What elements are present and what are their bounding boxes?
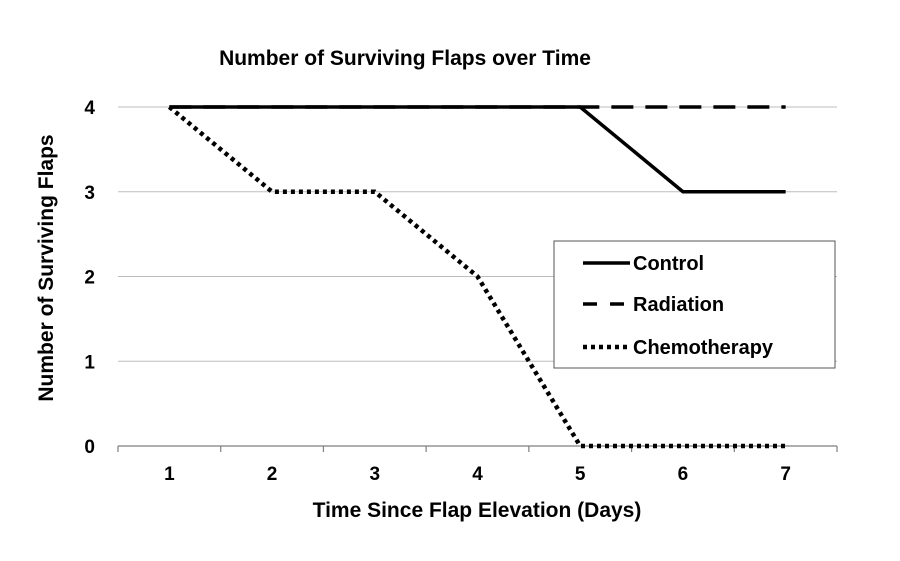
x-tick-label: 7 bbox=[780, 464, 791, 485]
x-tick-labels: 1 2 3 4 5 6 7 bbox=[164, 464, 791, 485]
y-tick-label: 0 bbox=[84, 437, 95, 458]
x-tick-label: 3 bbox=[369, 464, 380, 485]
chart-title: Number of Surviving Flaps over Time bbox=[219, 47, 591, 70]
y-tick-label: 1 bbox=[84, 352, 95, 373]
x-tick-label: 5 bbox=[575, 464, 586, 485]
legend: Control Radiation Chemotherapy bbox=[553, 240, 836, 369]
legend-label-chemotherapy: Chemotherapy bbox=[633, 337, 774, 359]
legend-label-radiation: Radiation bbox=[633, 294, 724, 316]
x-axis-label: Time Since Flap Elevation (Days) bbox=[313, 499, 642, 522]
x-tick-label: 6 bbox=[678, 464, 689, 485]
y-axis-label: Number of Surviving Flaps bbox=[35, 134, 58, 401]
y-tick-label: 3 bbox=[84, 183, 95, 204]
x-tick-label: 1 bbox=[164, 464, 175, 485]
x-tick-label: 2 bbox=[267, 464, 278, 485]
legend-label-control: Control bbox=[633, 253, 704, 275]
x-tick-label: 4 bbox=[472, 464, 483, 485]
series-line-control bbox=[169, 105, 786, 194]
y-tick-label: 2 bbox=[84, 268, 95, 289]
series-lines bbox=[167, 105, 786, 449]
axes bbox=[117, 445, 838, 452]
y-tick-label: 4 bbox=[84, 98, 95, 119]
y-tick-labels: 0 1 2 3 4 bbox=[84, 98, 95, 458]
